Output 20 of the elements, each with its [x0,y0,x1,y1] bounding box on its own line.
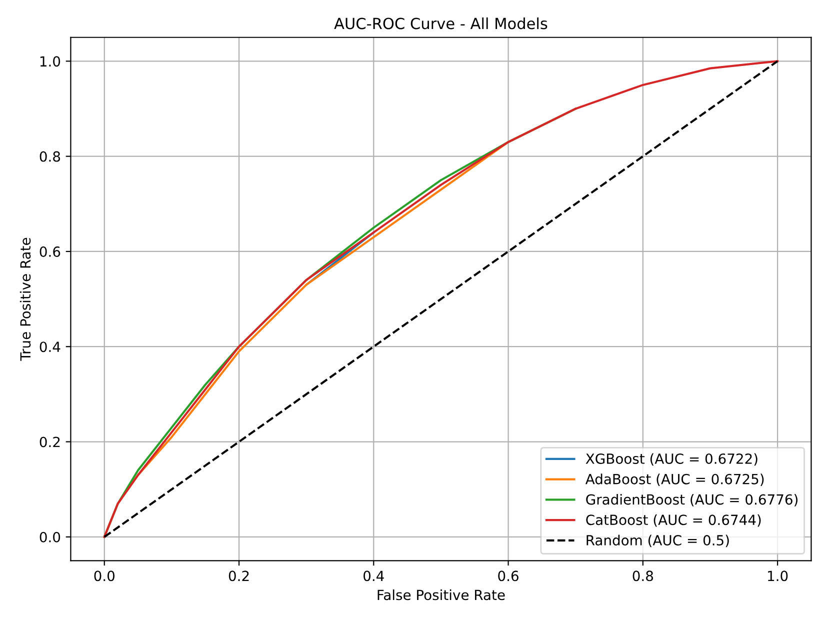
x-tick-label: 0.0 [94,570,114,582]
legend-label: XGBoost (AUC = 0.6722) [586,453,758,466]
x-axis-title: False Positive Rate [378,589,505,600]
x-tick-label: 0.8 [632,570,654,582]
legend-label: Random (AUC = 0.5) [586,534,729,548]
y-tick-label: 0.4 [40,342,60,352]
x-tick-label: 0.4 [364,570,384,582]
x-tick-label: 0.2 [228,570,249,582]
legend-label: GradientBoost (AUC = 0.6776) [586,494,798,506]
y-axis-title: True Positive Rate [20,238,31,361]
x-tick-label: 1.0 [768,570,788,582]
y-tick-label: 1.0 [40,56,60,67]
x-tick-label: 0.6 [498,570,518,582]
y-tick-label: 0.8 [40,151,60,162]
legend-label: AdaBoost (AUC = 0.6725) [585,474,764,486]
y-tick-label: 0.6 [40,246,60,257]
chart-title: AUC-ROC Curve - All Models [334,17,548,30]
y-tick-label: 0.0 [40,532,60,542]
legend-label: CatBoost (AUC = 0.6744) [586,514,761,527]
y-tick-label: 0.2 [40,436,60,448]
